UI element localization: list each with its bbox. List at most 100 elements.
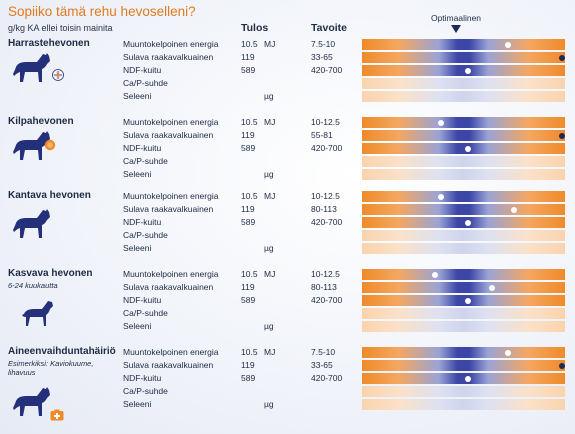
result-marker — [432, 271, 438, 278]
range-bar — [362, 295, 565, 306]
range-bar — [362, 308, 565, 319]
result-value: 589 — [241, 65, 256, 75]
horse-icon — [12, 130, 52, 164]
nutrient-row: NDF-kuitu 589 420-700 — [0, 372, 575, 385]
nutrient-row: NDF-kuitu 589 420-700 — [0, 142, 575, 155]
result-value: 119 — [241, 204, 255, 214]
horse-icon — [12, 208, 52, 242]
range-bar — [362, 130, 565, 141]
nutrient-row: Muuntokelpoinen energia 10.5 MJ 10-12.5 — [0, 116, 575, 129]
nutrient-label: Muuntokelpoinen energia — [123, 39, 219, 49]
nutrient-row: NDF-kuitu 589 420-700 — [0, 294, 575, 307]
result-marker — [559, 54, 565, 61]
result-value: 10.5 — [241, 191, 258, 201]
section-title: Aineenvaihduntahäiriö — [8, 346, 116, 357]
result-marker — [559, 132, 565, 139]
optimal-label: Optimaalinen — [430, 13, 482, 23]
horse-icon — [12, 386, 52, 420]
nutrient-row: Seleeni µg — [0, 90, 575, 103]
nutrient-label: Seleeni — [123, 169, 152, 179]
page-title: Sopiiko tämä rehu hevoselleni? — [8, 4, 196, 19]
nutrient-row: Sulava raakavalkuainen 119 55-81 — [0, 129, 575, 142]
nutrient-label: Ca/P-suhde — [123, 230, 168, 240]
result-marker — [438, 193, 444, 200]
nutrient-label: Sulava raakavalkuainen — [123, 52, 214, 62]
result-marker — [505, 41, 511, 48]
range-bar — [362, 191, 565, 202]
unit-label: µg — [264, 399, 274, 409]
range-bar — [362, 143, 565, 154]
nutrient-row: Ca/P-suhde — [0, 229, 575, 242]
range-bar — [362, 373, 565, 384]
nutrient-row: Seleeni µg — [0, 320, 575, 333]
section-4: Kasvava hevonen 6-24 kuukautta Muuntokelpo… — [0, 268, 575, 346]
nutrient-row: Sulava raakavalkuainen 119 80-113 — [0, 281, 575, 294]
range-bar — [362, 156, 565, 167]
result-marker — [559, 362, 565, 369]
nutrient-label: Sulava raakavalkuainen — [123, 360, 214, 370]
target-range: 80-113 — [311, 204, 337, 214]
section-description: Esimerkiksi: Kaviokuume, lihavuus — [8, 359, 94, 377]
range-bar — [362, 39, 565, 50]
result-value: 589 — [241, 217, 256, 227]
result-value: 119 — [241, 282, 255, 292]
result-value: 589 — [241, 295, 256, 305]
unit-label: MJ — [264, 117, 276, 127]
section-2: Kilpahevonen Muuntokelpoinen energia 10.5 M… — [0, 116, 575, 194]
result-marker — [465, 375, 471, 382]
result-value: 589 — [241, 373, 256, 383]
nutrient-row: Muuntokelpoinen energia 10.5 MJ 10-12.5 — [0, 190, 575, 203]
section-description: 6-24 kuukautta — [8, 281, 58, 290]
target-range: 80-113 — [311, 282, 337, 292]
result-marker — [489, 284, 495, 291]
nutrient-label: Sulava raakavalkuainen — [123, 282, 214, 292]
target-range: 10-12.5 — [311, 269, 340, 279]
result-value: 119 — [241, 360, 255, 370]
range-bar — [362, 217, 565, 228]
range-bar — [362, 65, 565, 76]
nutrient-label: NDF-kuitu — [123, 143, 162, 153]
nutrient-label: Seleeni — [123, 399, 152, 409]
nutrient-label: Ca/P-suhde — [123, 156, 168, 166]
result-value: 589 — [241, 143, 256, 153]
nutrient-row: NDF-kuitu 589 420-700 — [0, 216, 575, 229]
range-bar — [362, 282, 565, 293]
nutrient-row: Seleeni µg — [0, 398, 575, 411]
range-bar — [362, 347, 565, 358]
range-bar — [362, 386, 565, 397]
result-value: 10.5 — [241, 347, 258, 357]
result-marker — [438, 119, 444, 126]
medal-badge-icon — [44, 138, 56, 157]
nutrient-label: NDF-kuitu — [123, 373, 162, 383]
nutrient-row: Sulava raakavalkuainen 119 33-65 — [0, 359, 575, 372]
nutrient-label: Muuntokelpoinen energia — [123, 347, 219, 357]
range-bar — [362, 204, 565, 215]
nutrient-row: Ca/P-suhde — [0, 77, 575, 90]
section-title: Kantava hevonen — [8, 190, 91, 201]
result-value: 119 — [241, 130, 255, 140]
first-aid-badge-icon — [50, 408, 64, 426]
result-marker — [511, 206, 517, 213]
result-marker — [505, 349, 511, 356]
range-bar — [362, 399, 565, 410]
target-range: 420-700 — [311, 295, 343, 305]
target-range: 10-12.5 — [311, 191, 340, 201]
result-marker — [465, 67, 471, 74]
section-1: Harrastehevonen Muuntokelpoinen energia 10… — [0, 38, 575, 116]
result-value: 10.5 — [241, 39, 258, 49]
range-bar — [362, 360, 565, 371]
unit-label: MJ — [264, 347, 276, 357]
nutrient-label: Muuntokelpoinen energia — [123, 269, 219, 279]
flower-badge-icon — [52, 68, 64, 86]
target-range: 7.5-10 — [311, 39, 336, 49]
section-3: Kantava hevonen Muuntokelpoinen energia 10… — [0, 190, 575, 268]
nutrient-row: Seleeni µg — [0, 242, 575, 255]
nutrient-label: NDF-kuitu — [123, 217, 162, 227]
result-marker — [465, 219, 471, 226]
target-range: 33-65 — [311, 360, 333, 370]
nutrient-row: Muuntokelpoinen energia 10.5 MJ 7.5-10 — [0, 38, 575, 51]
range-bar — [362, 117, 565, 128]
unit-label: MJ — [264, 269, 276, 279]
target-column-header: Tavoite — [311, 22, 347, 34]
nutrient-label: Ca/P-suhde — [123, 386, 168, 396]
